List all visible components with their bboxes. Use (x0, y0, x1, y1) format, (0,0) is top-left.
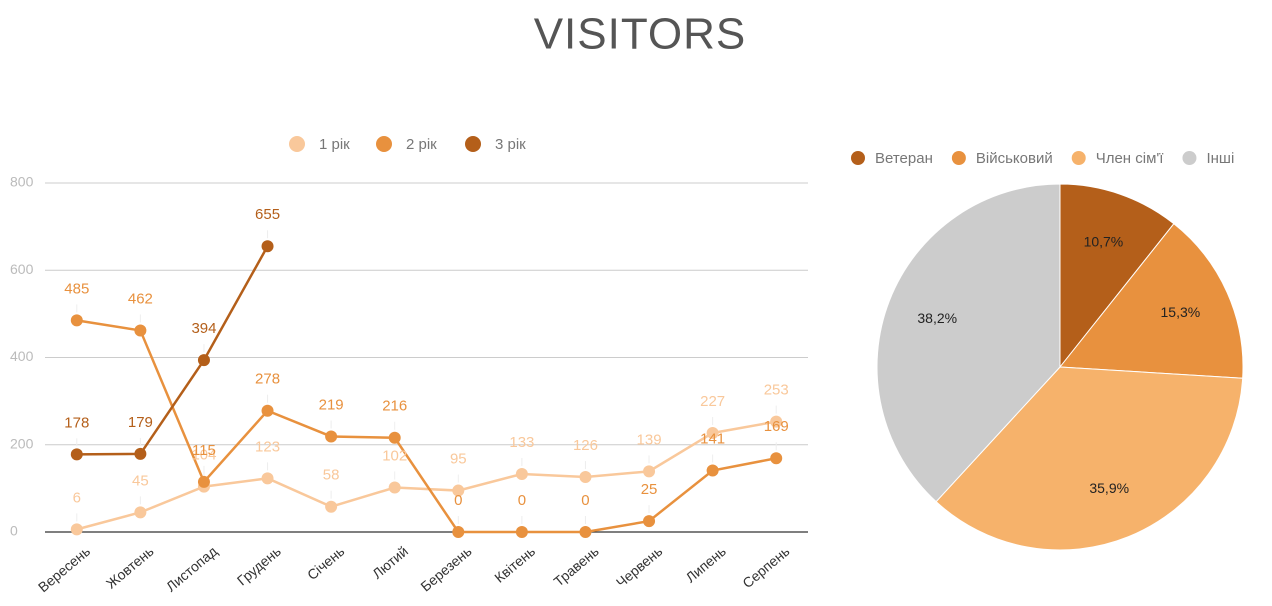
x-tick-label: Жовтень (103, 543, 157, 592)
data-label: 462 (128, 290, 153, 307)
legend-marker (465, 136, 481, 152)
y-tick-label: 200 (10, 435, 34, 451)
point (261, 240, 274, 253)
data-label: 139 (637, 431, 662, 448)
data-label: 394 (191, 320, 216, 337)
data-label: 0 (581, 492, 589, 509)
y-tick-label: 400 (10, 348, 34, 364)
point (325, 430, 338, 443)
x-tick-label: Грудень (234, 543, 284, 589)
point (452, 526, 465, 538)
legend-marker (289, 136, 305, 152)
point (70, 448, 83, 461)
data-label: 58 (323, 467, 340, 484)
x-tick-label: Січень (304, 543, 347, 583)
x-tick-label: Серпень (739, 543, 792, 591)
point (579, 471, 592, 484)
point (197, 354, 210, 367)
point (643, 465, 656, 478)
point (643, 515, 656, 528)
point (197, 475, 210, 488)
x-tick-label: Квітень (491, 543, 538, 586)
data-label: 104 (191, 447, 216, 464)
legend-label: 2 рік (406, 136, 437, 153)
data-label: 6 (73, 489, 81, 506)
data-label: 219 (319, 396, 344, 413)
x-tick-label: Травень (551, 543, 602, 590)
x-tick-label: Липень (682, 543, 729, 586)
slice-label: 15,3% (1161, 304, 1201, 320)
data-label: 141 (700, 430, 725, 447)
pie-slice (1059, 183, 1175, 369)
legend-label: 3 рік (495, 136, 526, 153)
point (579, 526, 592, 538)
point (706, 464, 719, 477)
point (388, 481, 401, 494)
point (134, 324, 147, 337)
pie-slice (935, 366, 1244, 551)
point (388, 431, 401, 444)
point (770, 452, 783, 465)
series-line (76, 245, 269, 456)
data-label: 95 (450, 451, 467, 468)
legend-label: Ветеран (875, 150, 933, 167)
data-label: 655 (255, 206, 280, 223)
x-tick-label: Березень (417, 543, 474, 595)
x-tick-label: Червень (613, 543, 665, 591)
point (261, 404, 274, 417)
data-label: 115 (192, 442, 216, 459)
data-label: 102 (382, 447, 407, 464)
data-label: 126 (573, 437, 598, 454)
data-label: 25 (641, 481, 658, 498)
pie-slice (1059, 223, 1244, 379)
point (515, 467, 528, 480)
slice-label: 10,7% (1084, 233, 1124, 249)
y-tick-label: 0 (10, 523, 18, 539)
data-label: 178 (64, 414, 89, 431)
point (134, 506, 147, 519)
y-tick-label: 800 (10, 174, 34, 190)
point (515, 526, 528, 538)
point (706, 426, 719, 439)
point (134, 447, 147, 460)
data-label: 485 (64, 280, 89, 297)
data-label: 123 (255, 438, 280, 455)
point (70, 314, 83, 327)
point (452, 484, 465, 497)
data-label: 216 (382, 398, 407, 415)
data-label: 0 (518, 492, 526, 509)
legend-marker (376, 136, 392, 152)
point (770, 415, 783, 428)
data-label: 179 (128, 414, 153, 431)
legend-label: 1 рік (319, 136, 350, 153)
series-line (76, 319, 777, 534)
data-label: 169 (764, 418, 789, 435)
y-tick-label: 600 (10, 261, 34, 277)
data-label: 227 (700, 393, 725, 410)
x-tick-label: Вересень (35, 543, 93, 595)
point (261, 472, 274, 485)
data-label: 45 (132, 472, 149, 489)
point (70, 523, 83, 536)
legend-label: Інші (1206, 150, 1234, 167)
title: VISITORS (534, 10, 747, 59)
slice-label: 38,2% (917, 310, 957, 326)
series-line (76, 420, 777, 531)
slice-label: 35,9% (1089, 480, 1129, 496)
legend-marker (1071, 151, 1086, 165)
legend-marker (1182, 151, 1197, 165)
data-label: 278 (255, 371, 280, 388)
data-label: 0 (454, 492, 462, 509)
x-tick-label: Лютий (369, 543, 411, 582)
x-tick-label: Листопад (163, 543, 220, 595)
point (325, 500, 338, 513)
legend-marker (851, 151, 865, 165)
pie-slice (876, 183, 1061, 503)
legend-marker (951, 151, 966, 165)
data-label: 133 (509, 434, 534, 451)
data-label: 253 (764, 382, 789, 399)
legend-label: Військовий (976, 150, 1053, 167)
legend-label: Член сім'ї (1096, 150, 1165, 167)
